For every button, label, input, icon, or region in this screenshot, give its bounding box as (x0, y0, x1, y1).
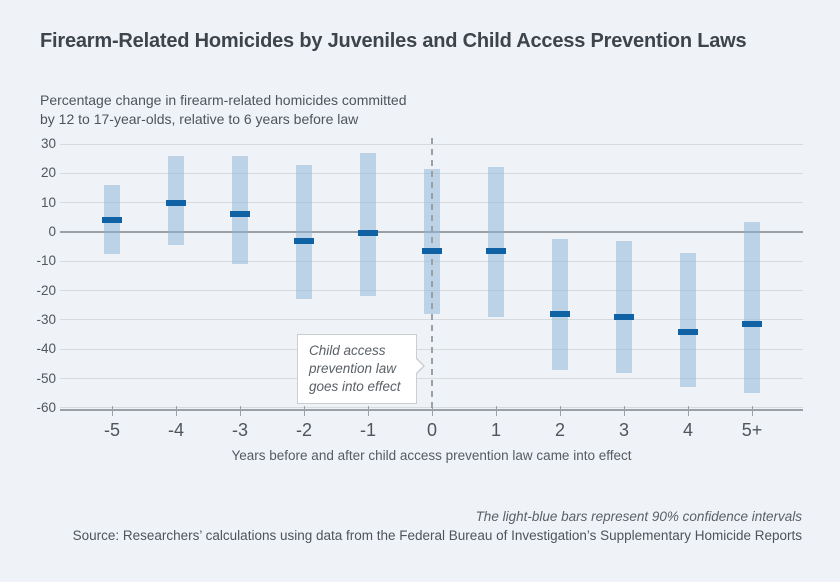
point-estimate-dash (422, 248, 442, 255)
annotation-line: Child access (309, 343, 386, 358)
x-tick (239, 406, 241, 416)
x-tick (111, 406, 113, 416)
x-tick-label: -5 (103, 420, 120, 440)
x-tick-label: -3 (231, 420, 248, 440)
ci-bar (680, 252, 696, 388)
y-tick-label: -20 (36, 282, 56, 298)
point-estimate-dash (358, 230, 378, 237)
ci-bar (296, 164, 312, 300)
x-tick-label: 4 (682, 420, 693, 440)
ci-bar (552, 239, 568, 370)
ci-bar (616, 240, 632, 373)
x-tick (559, 406, 561, 416)
x-tick-label: 0 (426, 420, 437, 440)
ci-bar (232, 155, 248, 265)
chart-subtitle-line2: by 12 to 17-year-olds, relative to 6 yea… (40, 110, 359, 127)
x-tick (431, 406, 433, 416)
annotation-line: goes into effect (309, 379, 401, 394)
source-line: Source: Researchers’ calculations using … (72, 528, 802, 543)
point-estimate-dash (486, 248, 506, 255)
x-tick-label: 2 (554, 420, 565, 440)
y-tick-label: -10 (36, 253, 56, 269)
point-estimate-dash (614, 314, 634, 321)
x-tick-label: 1 (490, 420, 501, 440)
annotation-line: prevention law (309, 361, 397, 376)
chart-subtitle: Percentage change in firearm-related hom… (40, 91, 407, 128)
x-tick-label: 5+ (741, 420, 763, 440)
x-axis-title: Years before and after child access prev… (231, 448, 632, 463)
point-estimate-dash (678, 328, 698, 335)
x-tick (367, 406, 369, 416)
ci-bar (488, 167, 504, 318)
x-tick-label: 3 (618, 420, 629, 440)
x-tick (495, 406, 497, 416)
annotation-callout: Child access prevention law goes into ef… (297, 334, 425, 404)
y-tick-label: 0 (48, 224, 56, 239)
y-tick-label: -60 (36, 399, 56, 415)
x-tick (303, 406, 305, 416)
x-tick (623, 406, 625, 416)
callout-pointer-icon (416, 359, 423, 373)
x-tick-label: -4 (167, 420, 184, 440)
y-tick-label: 20 (40, 165, 56, 181)
x-tick (751, 406, 753, 416)
x-tick-label: -2 (295, 420, 312, 440)
y-tick-label: -40 (36, 341, 56, 357)
y-tick-label: -50 (36, 370, 56, 386)
point-estimate-dash (230, 211, 250, 218)
x-tick (687, 406, 689, 416)
point-estimate-dash (294, 237, 314, 244)
x-tick (175, 406, 177, 416)
chart-subtitle-line1: Percentage change in firearm-related hom… (40, 92, 407, 108)
y-tick-label: 30 (40, 136, 56, 152)
point-estimate-dash (102, 217, 122, 224)
ci-bar (360, 152, 376, 297)
event-dashed-line (431, 138, 433, 410)
x-tick-label: -1 (359, 420, 376, 440)
point-estimate-dash (166, 199, 186, 206)
y-tick-label: -30 (36, 311, 56, 327)
chart-title: Firearm-Related Homicides by Juveniles a… (40, 30, 747, 52)
point-estimate-dash (742, 321, 762, 328)
ci-bar (744, 221, 760, 394)
confidence-interval-note: The light-blue bars represent 90% confid… (475, 509, 802, 524)
point-estimate-dash (550, 311, 570, 318)
y-tick-label: 10 (40, 194, 56, 210)
